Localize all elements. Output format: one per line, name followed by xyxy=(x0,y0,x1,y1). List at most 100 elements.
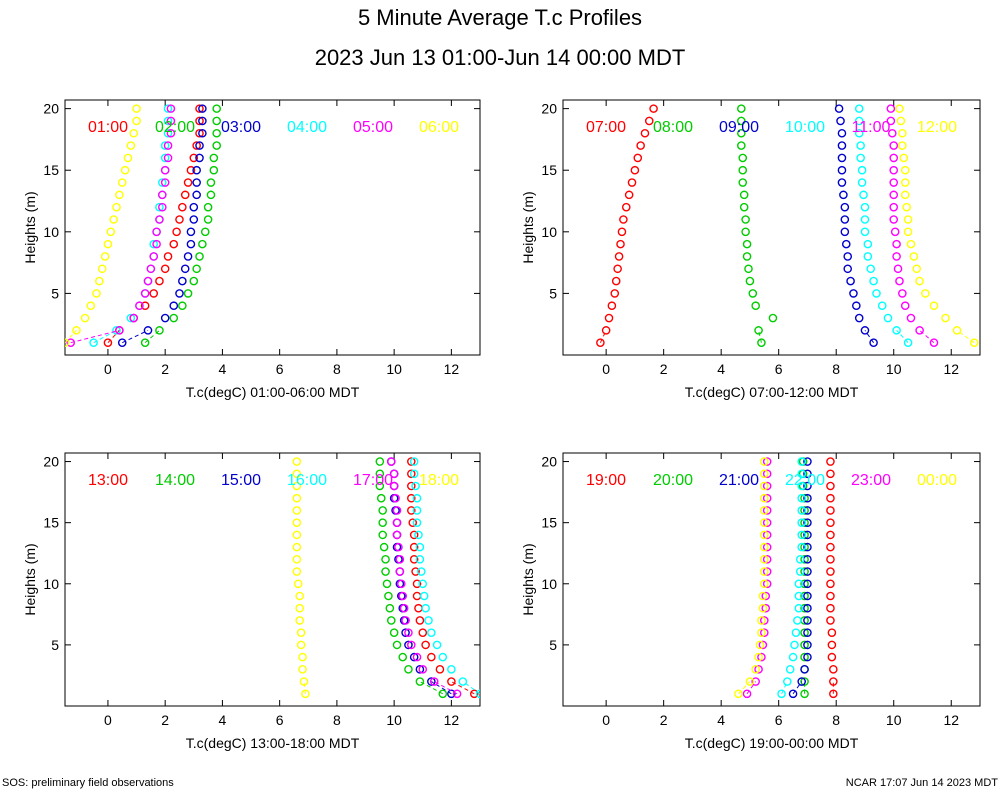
y-tick-label: 15 xyxy=(43,515,59,531)
data-point xyxy=(803,628,812,637)
data-point xyxy=(800,530,809,540)
y-tick-label: 10 xyxy=(43,576,59,592)
data-point xyxy=(80,313,90,323)
data-point xyxy=(292,518,302,527)
series-connector xyxy=(65,330,77,344)
data-point xyxy=(614,252,624,261)
legend-label: 09:00 xyxy=(719,119,759,136)
series-connector xyxy=(896,330,909,344)
data-point xyxy=(941,313,950,323)
data-point xyxy=(458,677,468,686)
legend-label: 21:00 xyxy=(719,472,759,489)
series-connector xyxy=(599,330,607,343)
data-point xyxy=(384,591,393,601)
data-point xyxy=(292,481,302,491)
x-tick-label: 6 xyxy=(276,361,284,377)
data-point xyxy=(163,128,173,138)
data-point xyxy=(169,313,179,323)
data-point xyxy=(794,591,804,601)
data-point xyxy=(803,530,812,540)
x-tick-label: 0 xyxy=(104,361,112,377)
series-1300 xyxy=(407,457,479,699)
x-tick-label: 4 xyxy=(219,712,227,728)
data-point xyxy=(741,227,750,237)
data-point xyxy=(803,518,812,527)
data-point xyxy=(893,264,903,274)
y-tick-label: 20 xyxy=(541,454,557,470)
data-point xyxy=(929,301,939,311)
data-point xyxy=(856,153,865,163)
y-tick-label: 20 xyxy=(43,454,59,470)
data-point xyxy=(644,116,654,126)
legend-label: 14:00 xyxy=(155,472,195,489)
data-point xyxy=(419,591,429,601)
data-point xyxy=(915,276,924,286)
data-point xyxy=(140,338,150,347)
data-point xyxy=(795,567,805,576)
data-point xyxy=(800,555,809,564)
data-point xyxy=(886,104,896,113)
x-tick-label: 6 xyxy=(276,712,284,728)
data-point xyxy=(887,128,897,138)
data-point xyxy=(178,301,187,311)
data-point xyxy=(898,128,907,138)
data-point xyxy=(140,301,150,311)
y-axis-label: Heights (m) xyxy=(22,191,38,263)
data-point xyxy=(921,289,930,298)
data-point xyxy=(143,276,153,286)
data-point xyxy=(120,165,130,175)
data-point xyxy=(395,567,405,576)
data-point xyxy=(889,190,899,200)
data-point xyxy=(788,652,798,662)
data-point xyxy=(407,640,416,650)
data-point xyxy=(846,276,855,286)
x-tick-label: 2 xyxy=(660,712,668,728)
data-point xyxy=(407,506,416,515)
data-point xyxy=(106,227,116,237)
data-point xyxy=(737,104,746,113)
series-connector xyxy=(746,681,757,695)
data-point xyxy=(734,689,743,699)
data-point xyxy=(826,567,835,576)
data-point xyxy=(800,493,809,503)
data-point xyxy=(826,493,835,503)
series-0100 xyxy=(103,104,204,347)
data-point xyxy=(596,338,605,347)
y-tick-label: 15 xyxy=(43,162,59,178)
data-point xyxy=(952,326,962,335)
data-point xyxy=(180,190,190,200)
data-point xyxy=(760,579,769,589)
data-point xyxy=(856,141,865,150)
data-point xyxy=(209,153,219,163)
plot-frame xyxy=(64,452,481,707)
x-tick-label: 10 xyxy=(886,712,902,728)
data-point xyxy=(203,215,213,224)
data-point xyxy=(794,603,804,613)
data-point xyxy=(132,116,141,126)
data-point xyxy=(840,227,850,237)
x-tick-label: 12 xyxy=(943,712,959,728)
data-point xyxy=(760,518,769,527)
data-point xyxy=(432,640,442,650)
data-point xyxy=(768,313,778,323)
data-point xyxy=(169,301,179,311)
data-point xyxy=(115,190,124,200)
legend-label: 05:00 xyxy=(353,119,393,136)
data-point xyxy=(760,506,769,515)
data-point xyxy=(739,202,749,212)
data-point xyxy=(826,616,835,625)
data-point xyxy=(829,689,838,699)
data-point xyxy=(800,652,809,662)
data-point xyxy=(826,542,835,552)
data-point xyxy=(192,178,201,187)
data-point xyxy=(293,579,303,589)
data-point xyxy=(417,567,426,576)
data-point xyxy=(754,326,763,335)
data-point xyxy=(800,603,809,613)
y-axis-label: Heights (m) xyxy=(520,543,536,615)
data-point xyxy=(760,567,769,576)
data-point xyxy=(409,469,419,479)
data-point xyxy=(160,264,170,274)
data-point xyxy=(183,178,193,187)
data-point xyxy=(889,215,899,224)
